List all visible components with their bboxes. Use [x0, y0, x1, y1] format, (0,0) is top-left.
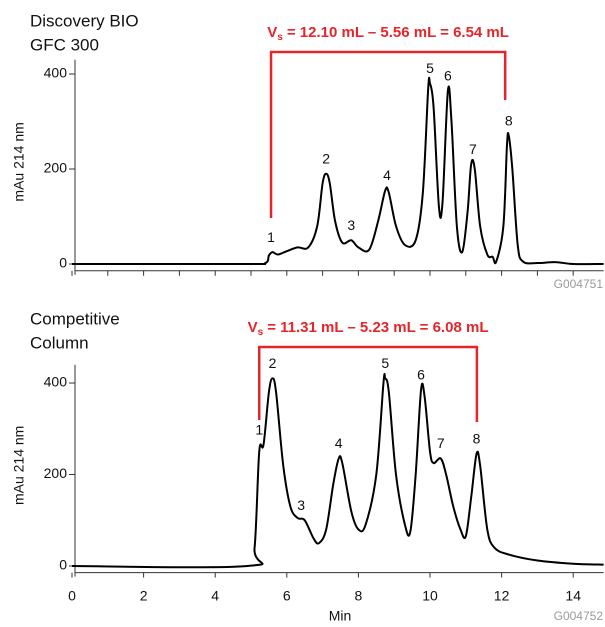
- vs-rest: = 11.31 mL – 5.23 mL = 6.08 mL: [267, 319, 488, 336]
- y-tick-label: 200: [44, 465, 68, 481]
- peak-label: 2: [269, 355, 277, 371]
- peak-label: 2: [322, 150, 330, 166]
- peak-label: 7: [437, 435, 445, 451]
- trace: [71, 76, 604, 266]
- y-tick-label: 0: [59, 557, 67, 573]
- x-tick-label: 6: [283, 587, 291, 603]
- vs-sub: s: [277, 32, 283, 43]
- figure-code: G004751: [554, 277, 604, 291]
- peak-label: 3: [347, 217, 355, 233]
- chart-title: GFC 300: [30, 35, 99, 54]
- x-tick-label: 8: [355, 587, 363, 603]
- x-tick-label: 0: [68, 587, 76, 603]
- vs-main: V: [248, 319, 258, 336]
- peak-label: 4: [383, 167, 391, 183]
- vs-main: V: [267, 24, 277, 41]
- y-tick-label: 400: [44, 374, 68, 390]
- x-tick-label: 14: [565, 587, 581, 603]
- vs-sub: s: [258, 327, 264, 338]
- x-tick-label: 12: [494, 587, 510, 603]
- y-tick-label: 200: [44, 160, 68, 176]
- figure-code: G004752: [554, 609, 604, 623]
- peak-label: 1: [267, 229, 275, 245]
- peak-label: 1: [255, 421, 263, 437]
- trace: [71, 373, 604, 569]
- peak-label: 6: [444, 67, 452, 83]
- chart-title: Column: [30, 333, 89, 352]
- x-tick-label: 10: [422, 587, 438, 603]
- chart-title: Discovery BIO: [30, 11, 139, 30]
- peak-label: 6: [417, 367, 425, 383]
- peak-label: 8: [473, 431, 481, 447]
- bracket: [269, 50, 507, 218]
- y-axis-label: mAu 214 nm: [11, 426, 27, 505]
- vs-annotation: Vs = 11.31 mL – 5.23 mL = 6.08 mL: [248, 319, 489, 338]
- y-axis-label: mAu 214 nm: [11, 122, 27, 201]
- x-tick-label: 2: [140, 587, 148, 603]
- x-axis-label: Min: [329, 608, 352, 624]
- y-tick-label: 0: [59, 255, 67, 271]
- bracket: [257, 345, 479, 422]
- peak-label: 7: [469, 141, 477, 157]
- peak-label: 5: [381, 355, 389, 371]
- peak-label: 3: [297, 497, 305, 513]
- x-tick-label: 4: [211, 587, 219, 603]
- y-tick-label: 400: [44, 65, 68, 81]
- peak-label: 4: [335, 435, 343, 451]
- vs-annotation: Vs = 12.10 mL – 5.56 mL = 6.54 mL: [267, 24, 509, 43]
- peak-label: 8: [505, 112, 513, 128]
- chart-title: Competitive: [30, 309, 120, 328]
- vs-rest: = 12.10 mL – 5.56 mL = 6.54 mL: [287, 24, 509, 41]
- peak-label: 5: [426, 60, 434, 76]
